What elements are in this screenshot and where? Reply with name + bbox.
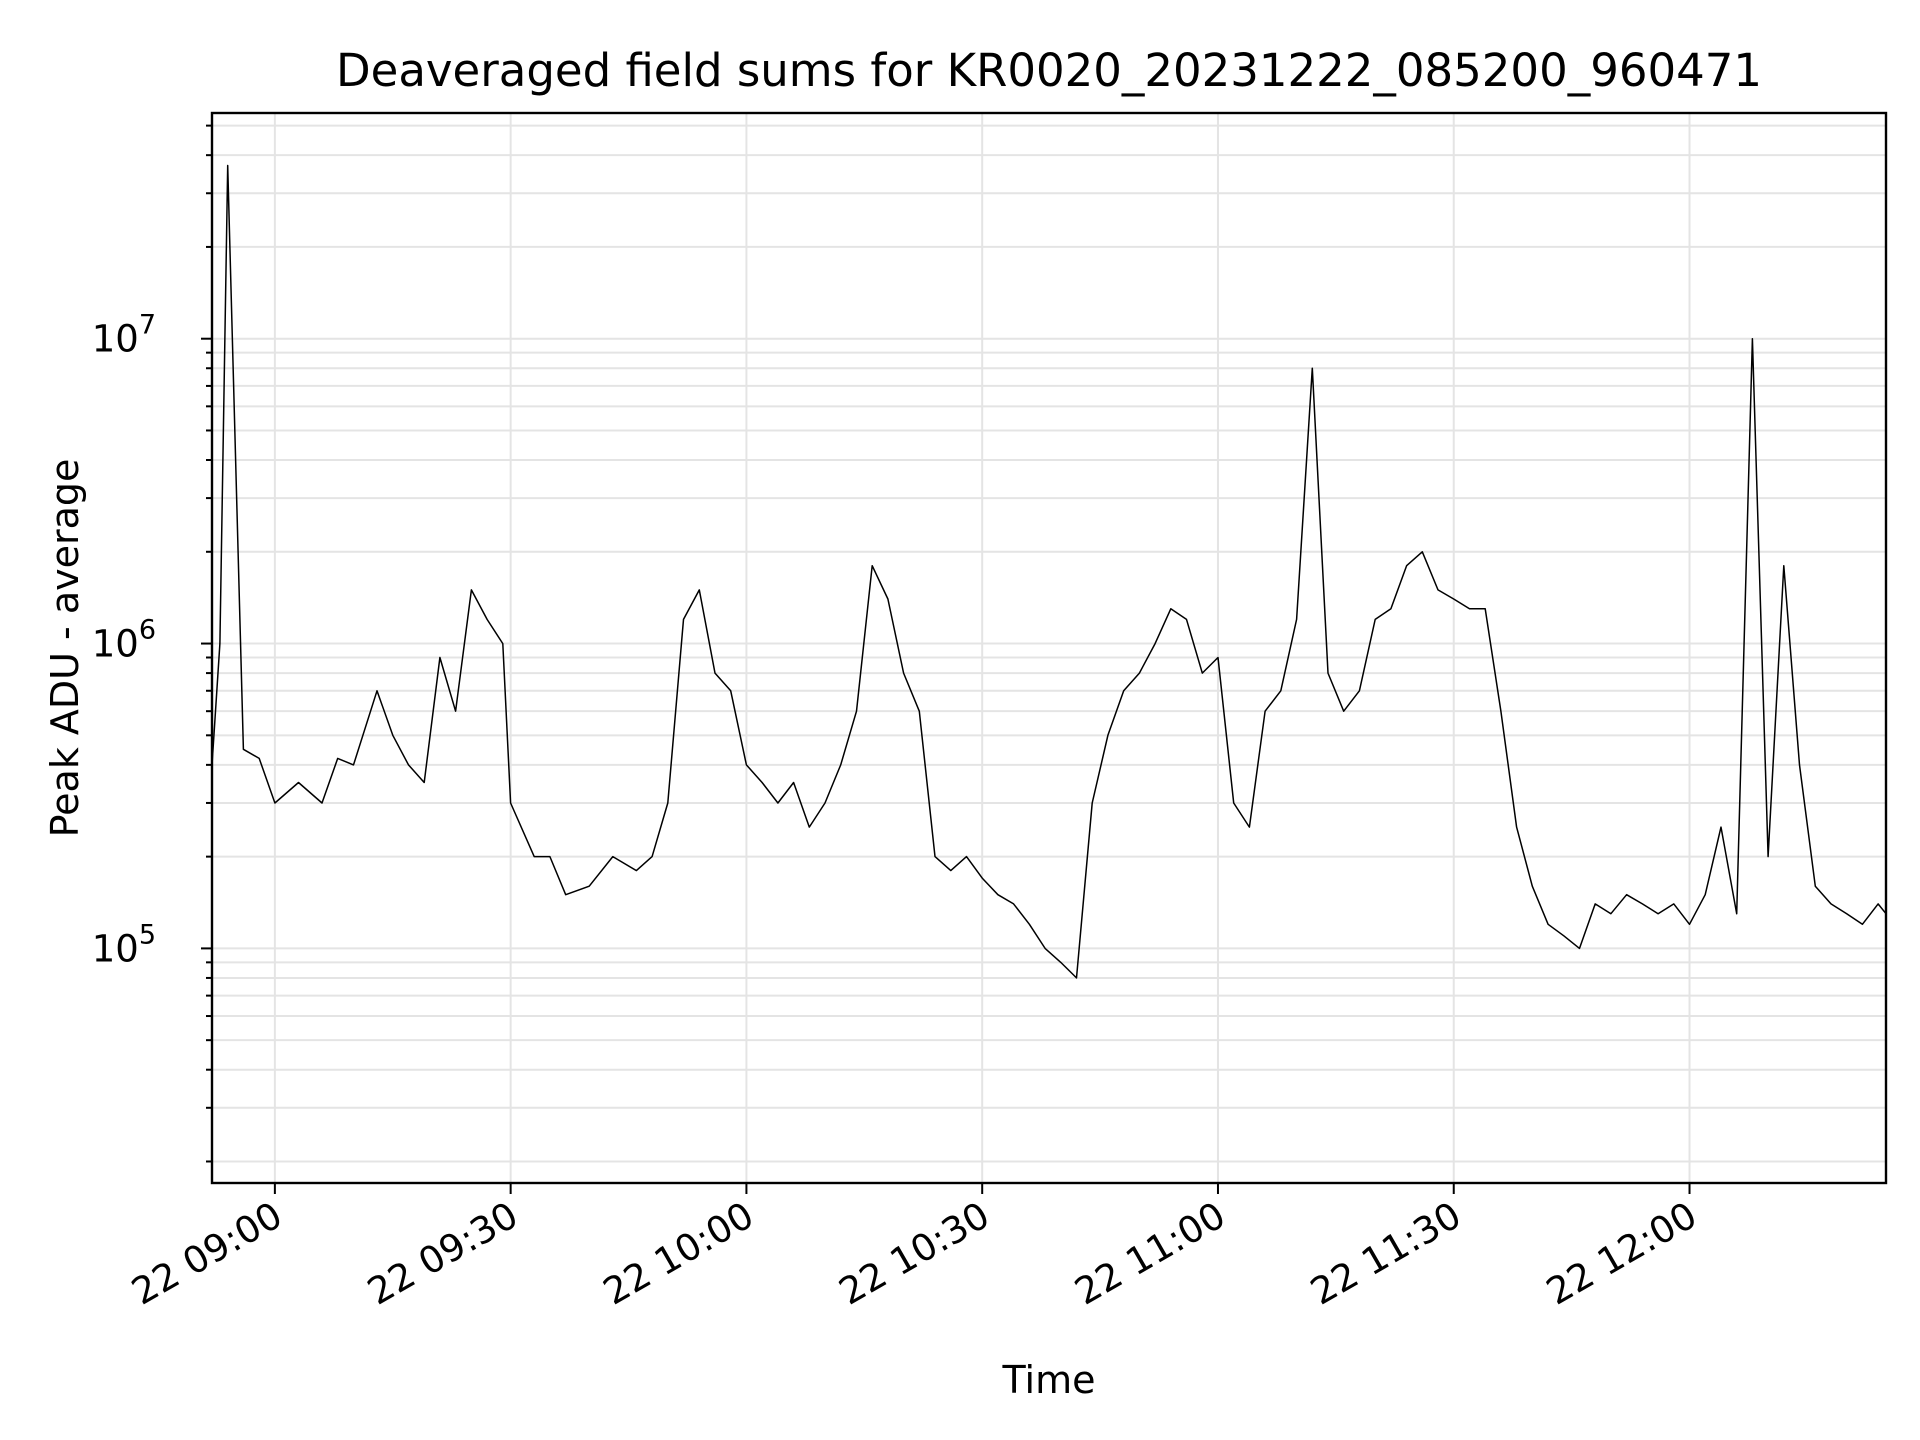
x-tick-label: 22 10:30	[832, 1194, 997, 1314]
x-axis-label: Time	[1002, 1358, 1096, 1402]
y-axis: 105 106 107	[92, 124, 212, 1163]
series-line	[211, 164, 1887, 979]
x-tick-label: 22 09:30	[360, 1194, 525, 1314]
x-tick-label: 22 11:30	[1303, 1194, 1468, 1314]
plot-frame	[210, 111, 1888, 1185]
y-axis-label: Peak ADU - average	[43, 459, 87, 838]
x-tick-label: 22 12:00	[1539, 1194, 1704, 1314]
y-tick-label: 107	[92, 310, 156, 361]
y-tick-label: 105	[92, 919, 156, 970]
y-tick-label: 106	[92, 615, 156, 666]
chart-title: Deaveraged field sums for KR0020_2023122…	[336, 44, 1762, 97]
x-tick-label: 22 11:00	[1068, 1194, 1233, 1314]
x-axis: 22 09:00 22 09:30 22 10:00 22 10:30 22 11:00…	[125, 1183, 1704, 1314]
grid-lines	[212, 113, 1886, 1183]
x-tick-label: 22 10:00	[596, 1194, 761, 1314]
x-tick-label: 22 09:00	[125, 1194, 290, 1314]
